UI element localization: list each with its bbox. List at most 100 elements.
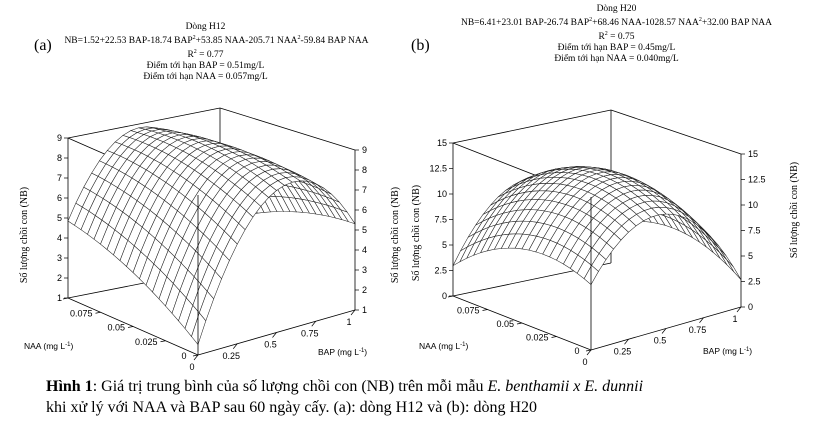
bap-axis-label: BAP (mg L-1) bbox=[703, 346, 752, 356]
bap-tick bbox=[661, 328, 667, 334]
chart-title: Dòng H20 bbox=[596, 4, 637, 14]
z-tick-label-left: 4 bbox=[57, 233, 62, 243]
naa-tick bbox=[482, 309, 488, 311]
z-tick-label-right: 1 bbox=[362, 305, 367, 315]
naa-tick bbox=[551, 336, 557, 338]
z-tick-label-right: 12.5 bbox=[748, 175, 766, 185]
z-tick-label-right: 5 bbox=[748, 251, 753, 261]
surface-plot-h20: 00.250.50.75100.0250.050.07502.557.51012… bbox=[411, 109, 800, 367]
z-axis-label-right: Số lượng chồi con (NB) bbox=[789, 162, 800, 258]
naa-tick-label: 0.075 bbox=[70, 308, 93, 318]
critical-point-naa: Điểm tới hạn NAA = 0.057mg/L bbox=[143, 72, 268, 83]
bap-tick-label: 1 bbox=[732, 314, 737, 324]
bap-tick-label: 0.75 bbox=[689, 325, 707, 335]
z-tick-label-left: 7 bbox=[57, 173, 62, 183]
naa-tick bbox=[127, 326, 134, 328]
bap-tick-label: 1 bbox=[346, 317, 351, 327]
r-squared: R2 = 0.75 bbox=[598, 31, 635, 43]
caption-species: E. benthamii x E. dunnii bbox=[487, 378, 644, 395]
z-tick-label-right: 7.5 bbox=[748, 226, 761, 236]
z-tick-label-left: 2.5 bbox=[434, 266, 447, 276]
panel-label: (a) bbox=[34, 37, 52, 54]
naa-tick-label: 0.075 bbox=[457, 306, 480, 316]
z-tick-label-right: 10 bbox=[748, 200, 758, 210]
box-edge-top-back bbox=[67, 107, 221, 139]
surface-cell bbox=[191, 312, 207, 346]
bap-tick bbox=[193, 354, 199, 361]
equation-block-h20: Dòng H20 NB=6.41+23.01 BAP-26.74 BAP2+68… bbox=[411, 4, 822, 65]
z-tick-label-right: 7 bbox=[362, 185, 367, 195]
z-tick-label-left: 3 bbox=[57, 253, 62, 263]
critical-point-bap: Điểm tới hạn BAP = 0.45mg/L bbox=[557, 43, 676, 54]
bap-tick bbox=[272, 332, 277, 338]
naa-tick-label: 0 bbox=[574, 346, 579, 356]
naa-tick bbox=[585, 349, 592, 352]
naa-tick bbox=[95, 311, 101, 314]
naa-tick-label: 0 bbox=[181, 351, 186, 361]
z-tick-label-left: 2 bbox=[57, 273, 62, 283]
z-tick-label-left: 5 bbox=[442, 240, 447, 250]
z-tick-label-right: 3 bbox=[362, 265, 367, 275]
naa-tick bbox=[516, 322, 523, 325]
z-axis-label-right: Số lượng chồi con (NB) bbox=[390, 187, 401, 283]
naa-tick bbox=[160, 340, 166, 343]
box-edge-top-right bbox=[610, 109, 742, 155]
box-edge-top-right bbox=[219, 107, 356, 151]
z-tick-label-right: 6 bbox=[362, 205, 367, 215]
surface-plot-h12: 0 0.25 0.5 0.75 1 0 0.025 0.05 0.075 1 2 3 4 5 6 7 8 9 1 2 3… bbox=[19, 107, 401, 372]
panel-label: (b) bbox=[411, 37, 430, 54]
caption-text: : Giá trị trung bình của số lượng chồi c… bbox=[92, 378, 488, 395]
z-tick-label-right: 0 bbox=[748, 302, 753, 312]
chart-title: Dòng H12 bbox=[185, 22, 226, 32]
z-axis-label-left: Số lượng chồi con (NB) bbox=[19, 187, 30, 283]
z-axis-label-left: Số lượng chồi con (NB) bbox=[411, 185, 422, 281]
z-tick-label-left: 5 bbox=[57, 213, 62, 223]
bap-tick bbox=[624, 339, 629, 345]
bap-tick-label: 0.5 bbox=[264, 340, 277, 350]
z-tick-label-right: 2.5 bbox=[748, 277, 761, 287]
z-tick-label-left: 9 bbox=[57, 133, 62, 143]
caption-text-2: khi xử lý với NAA và BAP sau 60 ngày cấy… bbox=[46, 399, 537, 416]
z-tick-label-left: 15 bbox=[437, 138, 447, 148]
z-tick-label-left: 12.5 bbox=[429, 164, 447, 174]
bap-tick bbox=[736, 306, 742, 313]
z-tick-label-left: 6 bbox=[57, 193, 62, 203]
caption-label: Hình 1 bbox=[46, 378, 93, 395]
figure-caption: Hình 1: Giá trị trung bình của số lượng … bbox=[46, 376, 816, 418]
surface-cell bbox=[726, 259, 742, 280]
z-tick-label-left: 7.5 bbox=[434, 215, 447, 225]
bap-axis-label: BAP (mg L-1) bbox=[318, 347, 367, 357]
bap-tick-label: 0.25 bbox=[222, 351, 240, 361]
z-tick-label-right: 15 bbox=[748, 149, 758, 159]
naa-tick-label: 0.05 bbox=[496, 319, 514, 329]
bap-tick bbox=[586, 349, 592, 356]
z-tick-label-left: 8 bbox=[57, 153, 62, 163]
z-tick-label-right: 9 bbox=[362, 145, 367, 155]
bap-tick-label: 0.25 bbox=[614, 346, 632, 356]
z-tick-label-left: 0 bbox=[442, 291, 447, 301]
naa-axis-label: NAA (mg L-1) bbox=[24, 341, 73, 351]
z-tick-label-right: 8 bbox=[362, 165, 367, 175]
bap-tick bbox=[699, 317, 704, 323]
regression-equation: NB=6.41+23.01 BAP-26.74 BAP2+68.46 NAA-1… bbox=[460, 17, 773, 29]
critical-point-naa: Điểm tới hạn NAA = 0.040mg/L bbox=[554, 54, 679, 65]
bap-tick bbox=[350, 309, 356, 316]
z-tick-label-right: 5 bbox=[362, 225, 367, 235]
r-squared: R2 = 0.77 bbox=[187, 49, 224, 61]
equation-block-h12: Dòng H12 NB=1.52+22.53 BAP-18.74 BAP2+53… bbox=[0, 22, 411, 83]
naa-tick bbox=[192, 354, 199, 357]
critical-point-bap: Điểm tới hạn BAP = 0.51mg/L bbox=[146, 61, 265, 72]
z-tick-label-right: 4 bbox=[362, 245, 367, 255]
chart-panel-h12: Dòng H12 NB=1.52+22.53 BAP-18.74 BAP2+53… bbox=[0, 0, 411, 372]
naa-tick-label: 0.025 bbox=[135, 337, 158, 347]
bap-tick-label: 0.5 bbox=[654, 336, 667, 346]
naa-tick-label: 0.05 bbox=[107, 323, 125, 333]
bap-tick bbox=[232, 343, 238, 349]
regression-equation: NB=1.52+22.53 BAP-18.74 BAP2+53.85 NAA-2… bbox=[64, 35, 369, 47]
naa-tick-label: 0.025 bbox=[526, 333, 549, 343]
bap-tick-label: 0.75 bbox=[301, 328, 319, 338]
naa-axis-label: NAA (mg L-1) bbox=[419, 341, 468, 351]
bap-tick bbox=[311, 321, 317, 327]
bap-tick-label: 0 bbox=[582, 357, 587, 367]
z-tick-label-left: 1 bbox=[57, 293, 62, 303]
